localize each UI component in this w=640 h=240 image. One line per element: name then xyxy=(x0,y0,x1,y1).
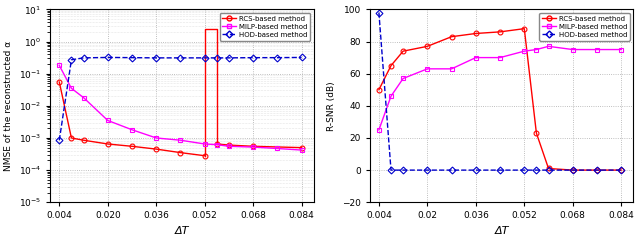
Legend: RCS-based method, MILP-based method, HOD-based method: RCS-based method, MILP-based method, HOD… xyxy=(220,13,310,41)
Legend: RCS-based method, MILP-based method, HOD-based method: RCS-based method, MILP-based method, HOD… xyxy=(540,13,630,41)
X-axis label: ΔT: ΔT xyxy=(494,226,509,236)
X-axis label: ΔT: ΔT xyxy=(175,226,189,236)
Y-axis label: R-SNR (dB): R-SNR (dB) xyxy=(327,81,337,131)
Y-axis label: NMSE of the reconstructed α: NMSE of the reconstructed α xyxy=(4,41,13,171)
